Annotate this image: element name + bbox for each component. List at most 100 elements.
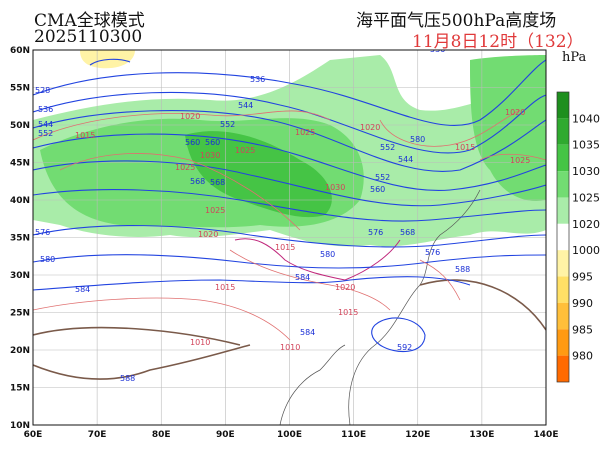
colorbar-swatch — [557, 355, 569, 382]
height-label: 580 — [320, 250, 335, 259]
pressure-label: 1020 — [360, 123, 380, 132]
lon-label: 120E — [405, 430, 430, 440]
colorbar-label: 980 — [572, 350, 593, 363]
colorbar-label: 1000 — [572, 244, 600, 257]
height-label: 528 — [35, 86, 50, 95]
colorbar-swatch — [557, 250, 569, 277]
pressure-label: 1025 — [235, 146, 255, 155]
pressure-label: 1010 — [190, 338, 210, 347]
height-label: 536 — [430, 45, 445, 54]
height-label: 584 — [75, 285, 90, 294]
height-label: 536 — [38, 105, 53, 114]
height-label: 552 — [380, 143, 395, 152]
lon-label: 60E — [24, 430, 43, 440]
isobars — [33, 109, 546, 341]
colorbar-swatch — [557, 223, 569, 251]
high-pressure-fill-1030 — [185, 131, 332, 218]
pressure-label: 1025 — [205, 206, 225, 215]
height-labels: 5285365445525605685765805845365445525605… — [35, 45, 470, 383]
colorbar-label: 1030 — [572, 165, 600, 178]
colorbar-swatch — [557, 118, 569, 145]
latitude-labels: 60N 55N 50N 45N 40N 35N 30N 25N 20N 15N 10N — [10, 46, 30, 431]
lon-label: 140E — [534, 430, 559, 440]
height-label: 576 — [425, 248, 440, 257]
colorbar-swatch — [557, 276, 569, 303]
height-label: 576 — [368, 228, 383, 237]
longitude-labels: 60E 70E 80E 90E 100E 110E 120E 130E 140E — [24, 430, 559, 440]
height-label: 552 — [38, 129, 53, 138]
model-name: CMA全球模式 — [34, 11, 145, 31]
colorbar-label: 985 — [572, 323, 593, 336]
pressure-label: 1020 — [180, 112, 200, 121]
height-label: 568 — [190, 177, 205, 186]
pressure-label: 1025 — [295, 128, 315, 137]
lat-label: 35N — [10, 234, 30, 244]
height-label: 588 — [455, 265, 470, 274]
height-label: 588 — [120, 374, 135, 383]
colorbar-label: 990 — [572, 297, 593, 310]
colorbar-swatch — [557, 329, 569, 356]
height-label: 560 — [370, 185, 385, 194]
lon-label: 130E — [469, 430, 494, 440]
lon-label: 80E — [152, 430, 171, 440]
588-contour — [33, 279, 546, 380]
height-label: 584 — [300, 328, 315, 337]
height-label: 552 — [220, 120, 235, 129]
lat-label: 40N — [10, 196, 30, 206]
lat-label: 25N — [10, 309, 30, 319]
lon-label: 90E — [216, 430, 235, 440]
colorbar: 1040 1035 1030 1025 1020 1000 995 990 985 980 — [556, 91, 600, 383]
pressure-label: 1015 — [338, 308, 358, 317]
china-border — [234, 238, 401, 281]
run-time: 2025110300 — [34, 27, 143, 47]
colorbar-swatch — [557, 92, 569, 119]
pressure-label: 1015 — [275, 243, 295, 252]
lat-label: 55N — [10, 84, 30, 94]
pressure-labels: 1015 1020 1025 1030 1025 1025 1030 1020 1025 1020… — [75, 108, 530, 352]
lat-label: 20N — [10, 346, 30, 356]
pressure-label: 1030 — [325, 183, 345, 192]
lon-label: 70E — [88, 430, 107, 440]
pressure-label: 1020 — [505, 108, 525, 117]
valid-time: 11月8日12时（132） — [412, 32, 584, 52]
height-label: 544 — [38, 120, 53, 129]
pressure-label: 1025 — [510, 156, 530, 165]
pressure-label: 1010 — [280, 343, 300, 352]
height-label: 580 — [40, 255, 55, 264]
colorbar-label: 1025 — [572, 191, 600, 204]
chart-title: 海平面气压500hPa高度场 — [356, 11, 557, 31]
pressure-label: 1020 — [198, 230, 218, 239]
colorbar-label: 1020 — [572, 218, 600, 231]
height-label: 560 — [185, 138, 200, 147]
high-pressure-fill-east — [470, 55, 546, 201]
pressure-label: 1015 — [215, 283, 235, 292]
lat-label: 60N — [10, 46, 30, 56]
lon-label: 110E — [341, 430, 366, 440]
lat-label: 10N — [10, 421, 30, 431]
colorbar-label: 1040 — [572, 112, 600, 125]
height-label: 568 — [210, 178, 225, 187]
colorbar-swatch — [557, 302, 569, 330]
grid-lines — [33, 50, 546, 425]
lat-label: 50N — [10, 121, 30, 131]
colorbar-swatch — [557, 144, 569, 172]
colorbar-label: 995 — [572, 271, 593, 284]
height-label: 552 — [375, 173, 390, 182]
height-label: 580 — [410, 135, 425, 144]
map-area: 5285365445525605685765805845365445525605… — [33, 45, 546, 425]
height-label: 584 — [295, 273, 310, 282]
pressure-label: 1020 — [335, 283, 355, 292]
height-label: 568 — [400, 228, 415, 237]
height-label: 592 — [397, 343, 412, 352]
lat-label: 45N — [10, 159, 30, 169]
height-label: 544 — [398, 155, 413, 164]
pressure-label: 1015 — [75, 131, 95, 140]
lat-label: 30N — [10, 271, 30, 281]
height-label: 544 — [238, 101, 253, 110]
colorbar-swatch — [557, 197, 569, 224]
height-label: 560 — [205, 138, 220, 147]
lon-label: 100E — [277, 430, 302, 440]
height-label: 576 — [35, 228, 50, 237]
height-label: 536 — [250, 75, 265, 84]
